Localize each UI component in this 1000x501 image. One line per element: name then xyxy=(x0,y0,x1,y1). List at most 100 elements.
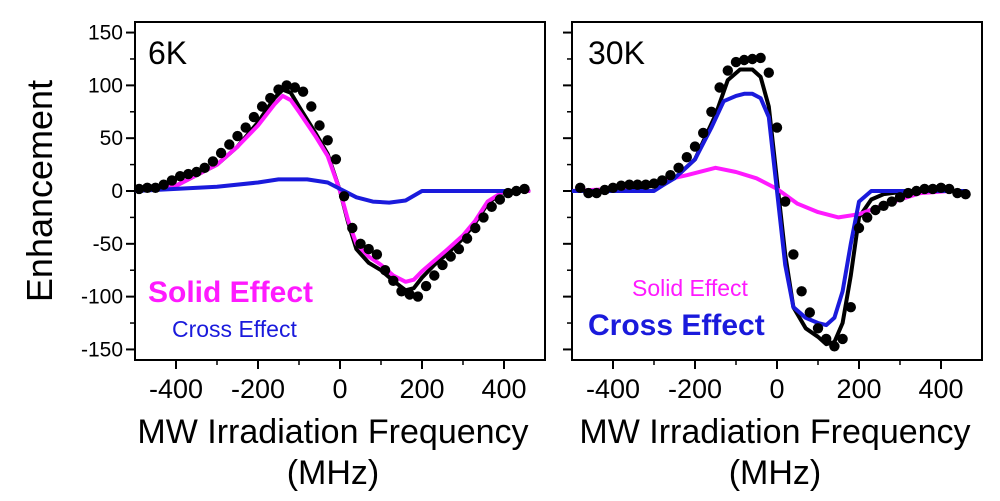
data-point xyxy=(256,101,268,112)
x-tick-label: -200 xyxy=(668,374,722,404)
data-point xyxy=(903,187,914,199)
series-line-cross-effect xyxy=(135,177,523,205)
x-axis-title-right-line2: (MHz) xyxy=(729,454,822,492)
legend-label-solid-effect: Solid Effect xyxy=(148,276,313,309)
data-point xyxy=(944,183,955,195)
data-point xyxy=(142,182,153,193)
data-point xyxy=(886,196,897,207)
data-point xyxy=(706,106,717,118)
data-point xyxy=(191,166,202,178)
legend-label-solid-effect: Solid Effect xyxy=(632,275,749,301)
data-point xyxy=(388,275,399,286)
data-point xyxy=(780,196,791,207)
data-point xyxy=(853,222,865,234)
y-tick-label: 100 xyxy=(88,74,123,97)
data-point xyxy=(698,127,709,139)
data-point xyxy=(166,175,178,186)
y-axis-title: Enhancement xyxy=(19,80,60,302)
data-point xyxy=(829,341,840,352)
data-point xyxy=(747,53,758,65)
data-point xyxy=(927,183,938,195)
data-point xyxy=(297,86,309,97)
data-point xyxy=(183,168,194,180)
data-point xyxy=(519,183,530,195)
data-point xyxy=(616,180,627,191)
data-point xyxy=(763,67,774,78)
y-tick-label: 0 xyxy=(111,180,123,203)
data-point xyxy=(461,233,473,244)
data-point xyxy=(273,84,284,95)
data-point xyxy=(404,289,415,300)
data-point xyxy=(133,183,145,195)
data-point xyxy=(412,291,424,302)
data-point xyxy=(371,249,383,260)
data-point xyxy=(821,333,832,345)
data-point xyxy=(607,182,619,193)
data-point xyxy=(502,187,514,199)
data-point xyxy=(665,170,676,181)
data-point xyxy=(788,249,799,260)
data-point xyxy=(199,162,210,173)
panel-6k: -400 -200 0 200 400 -150 -100 -50 0 50 100 150 6K Sol… xyxy=(81,21,546,404)
data-point xyxy=(657,175,668,186)
data-point xyxy=(935,182,947,193)
panel-30k: -400 -200 0 200 400 30K Solid Effect Cross Effe… xyxy=(563,21,983,404)
data-point xyxy=(445,251,456,262)
x-tick-label: -400 xyxy=(149,374,203,404)
data-point xyxy=(599,184,610,196)
x-tick-label: 400 xyxy=(481,374,526,404)
data-point xyxy=(919,183,930,195)
data-point xyxy=(845,302,856,313)
data-point xyxy=(771,122,783,133)
data-point xyxy=(306,101,317,112)
data-point xyxy=(648,178,660,189)
data-point xyxy=(281,80,292,91)
y-tick-label: 150 xyxy=(88,22,123,45)
data-point xyxy=(347,222,358,234)
y-tick-label: -150 xyxy=(81,338,123,361)
data-point xyxy=(796,286,807,297)
data-point xyxy=(673,162,684,173)
y-tick-label: 50 xyxy=(100,127,123,150)
legend-label-cross-effect: Cross Effect xyxy=(172,316,297,342)
data-point xyxy=(355,238,366,249)
data-point xyxy=(681,152,692,163)
data-point xyxy=(714,82,725,93)
x-tick-label: 400 xyxy=(918,374,963,404)
data-point xyxy=(722,65,733,76)
data-point xyxy=(289,82,301,93)
x-tick-label: 0 xyxy=(332,374,347,404)
data-point xyxy=(453,243,465,255)
data-point xyxy=(232,130,243,142)
data-point xyxy=(363,243,374,255)
panel-title: 30K xyxy=(588,35,645,71)
data-point xyxy=(338,191,350,202)
data-point xyxy=(322,135,333,146)
data-point xyxy=(862,212,873,223)
x-tick-label: -400 xyxy=(586,374,640,404)
series-line-total-fit xyxy=(135,87,531,293)
data-point xyxy=(420,280,432,292)
data-point xyxy=(640,179,651,190)
data-point xyxy=(511,185,522,197)
data-point xyxy=(494,194,506,205)
y-tick-label: -50 xyxy=(93,233,123,256)
data-point xyxy=(158,179,169,190)
y-tick-label: -100 xyxy=(81,286,123,309)
data-point xyxy=(240,122,251,133)
panel-title: 6K xyxy=(148,35,187,71)
data-point xyxy=(952,187,963,199)
data-point xyxy=(207,156,219,167)
data-point xyxy=(812,323,824,334)
x-tick-label: 0 xyxy=(769,374,784,404)
data-point xyxy=(960,189,971,200)
data-point xyxy=(624,179,635,190)
data-point xyxy=(739,54,750,66)
data-point xyxy=(396,286,407,297)
series-line-cross-effect xyxy=(572,91,968,328)
data-point xyxy=(591,187,602,199)
x-axis-title-left-line2: (MHz) xyxy=(287,454,380,492)
data-point xyxy=(837,333,848,345)
data-point xyxy=(894,192,906,203)
